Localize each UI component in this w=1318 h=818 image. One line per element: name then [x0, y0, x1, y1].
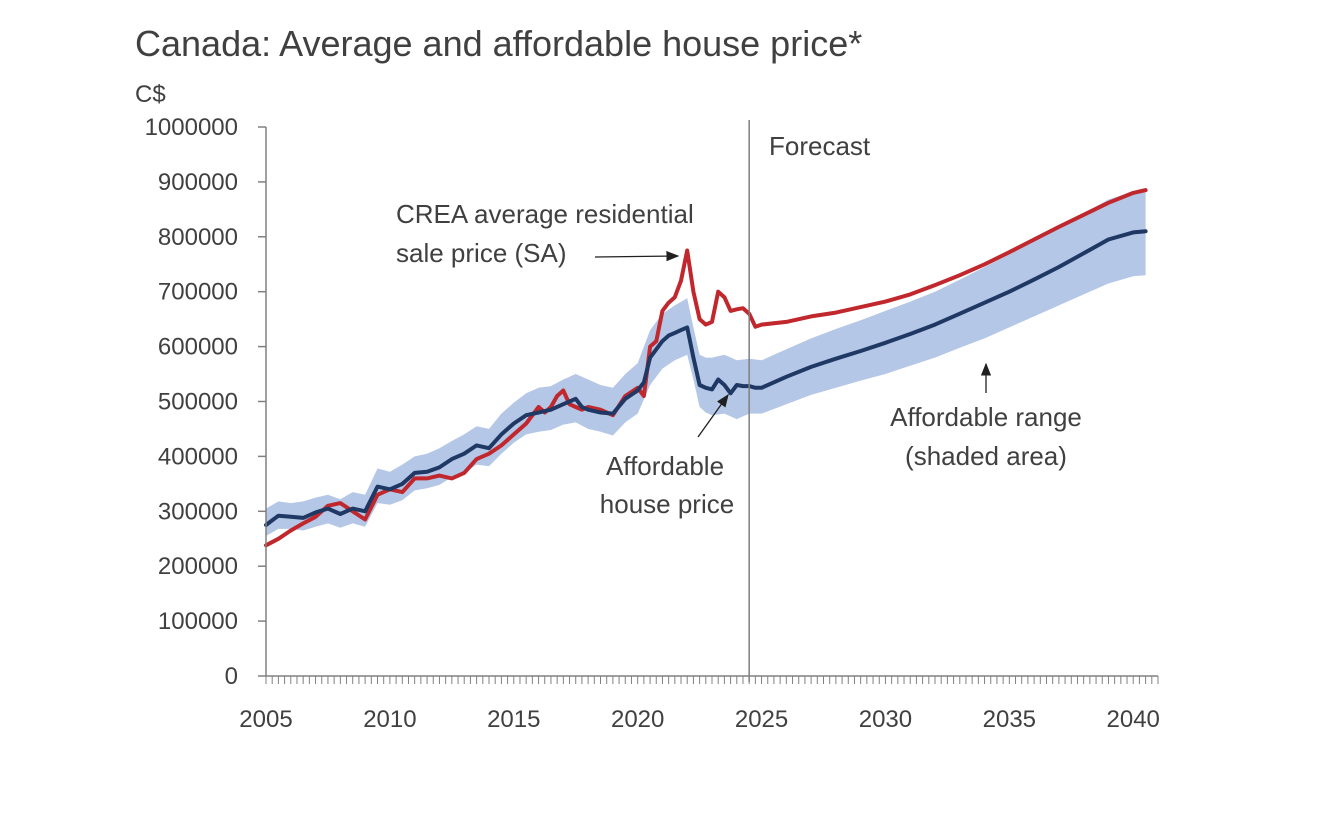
annotation-affordable-line-2: house price [600, 489, 734, 519]
annotation-crea-arrow [594, 250, 680, 262]
y-tick-layer: 0 100000 200000 300000 400000 500000 600000 700… [145, 114, 266, 690]
series-layer [264, 188, 1148, 548]
y-tick-label: 800000 [158, 224, 238, 251]
x-tick-label: 2015 [487, 706, 540, 733]
y-tick-label: 0 [225, 663, 238, 690]
annotation-affordable-arrow [697, 393, 729, 438]
y-tick-label: 900000 [158, 169, 238, 196]
x-tick-layer: 2005 2010 2015 2020 2025 2030 2035 2040 [239, 676, 1160, 733]
x-tick-label: 2025 [735, 706, 788, 733]
y-tick-label: 300000 [158, 498, 238, 525]
annotation-crea-line-1: CREA average residential [396, 199, 694, 229]
annotation-range-line-1: Affordable range [890, 402, 1082, 432]
annotation-affordable-line-1: Affordable [606, 451, 724, 481]
annotation-range: Affordable range (shaded area) [890, 362, 1082, 471]
annotation-affordable: Affordable house price [600, 393, 734, 519]
affordable-price-line [264, 229, 1148, 527]
x-tick-label: 2030 [859, 706, 912, 733]
y-tick-label: 700000 [158, 279, 238, 306]
annotation-range-line-2: (shaded area) [905, 441, 1067, 471]
chart-title: Canada: Average and affordable house pri… [135, 23, 862, 64]
annotation-crea-line-2: sale price (SA) [396, 238, 567, 268]
y-tick-label: 1000000 [145, 114, 238, 141]
y-axis-unit-label: C$ [135, 81, 166, 108]
y-tick-label: 100000 [158, 608, 238, 635]
y-tick-label: 500000 [158, 389, 238, 416]
x-tick-label: 2020 [611, 706, 664, 733]
x-tick-label: 2005 [239, 706, 292, 733]
y-tick-label: 400000 [158, 443, 238, 470]
crea-average-price-line [264, 188, 1148, 548]
y-tick-label: 600000 [158, 334, 238, 361]
x-tick-label: 2035 [983, 706, 1036, 733]
x-tick-label: 2010 [363, 706, 416, 733]
y-tick-label: 200000 [158, 553, 238, 580]
forecast-label: Forecast [769, 131, 871, 161]
x-tick-label: 2040 [1107, 706, 1160, 733]
annotation-crea: CREA average residential sale price (SA) [396, 199, 694, 268]
